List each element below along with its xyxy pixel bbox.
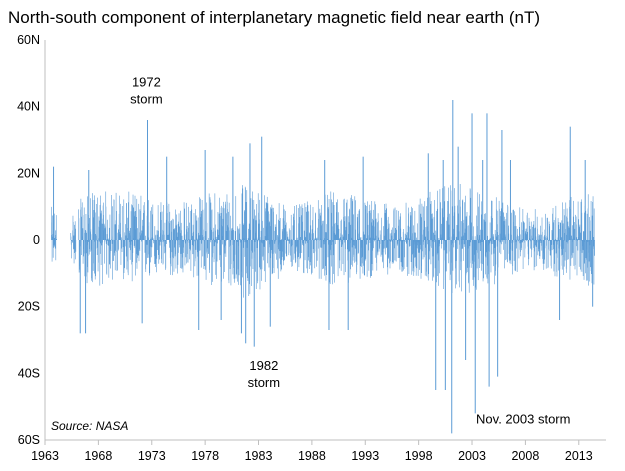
annotation-line: 1982 <box>249 358 278 373</box>
annotation-line: Nov. 2003 storm <box>476 411 570 426</box>
y-tick-label: 0 <box>33 233 40 247</box>
axes: 1963 1968 1973 1978 1983 1988 1993 1998 2003 2008… <box>17 33 606 463</box>
annotation-0: 1972 storm <box>130 75 163 107</box>
x-tick-label: 1978 <box>191 449 219 463</box>
annotation-2: Nov. 2003 storm <box>476 411 570 426</box>
chart-title: North-south component of interplanetary … <box>8 8 540 27</box>
y-tick-label: 40S <box>18 366 40 380</box>
labels: 1972 storm 1982 storm Nov. 2003 storm Source:… <box>51 75 570 433</box>
x-tick-label: 1998 <box>405 449 433 463</box>
plot-area <box>51 100 595 434</box>
y-tick-label: 60S <box>18 433 40 447</box>
x-tick-label: 1993 <box>351 449 379 463</box>
x-tick-label: 1968 <box>84 449 112 463</box>
annotation-line: 1972 <box>132 75 161 90</box>
x-tick-label: 1983 <box>245 449 273 463</box>
source-note: Source: NASA <box>51 419 128 433</box>
x-tick-label: 1963 <box>31 449 59 463</box>
annotation-line: storm <box>130 92 163 107</box>
y-tick-label: 20N <box>17 166 40 180</box>
x-tick-label: 2013 <box>565 449 593 463</box>
annotation-1: 1982 storm <box>248 358 281 390</box>
y-tick-label: 20S <box>18 300 40 314</box>
y-tick-label: 60N <box>17 33 40 47</box>
y-tick-label: 40N <box>17 100 40 114</box>
x-tick-label: 1973 <box>138 449 166 463</box>
x-tick-label: 2003 <box>458 449 486 463</box>
x-tick-label: 2008 <box>511 449 539 463</box>
x-tick-label: 1988 <box>298 449 326 463</box>
annotation-line: storm <box>248 375 281 390</box>
series-trace <box>51 184 595 298</box>
